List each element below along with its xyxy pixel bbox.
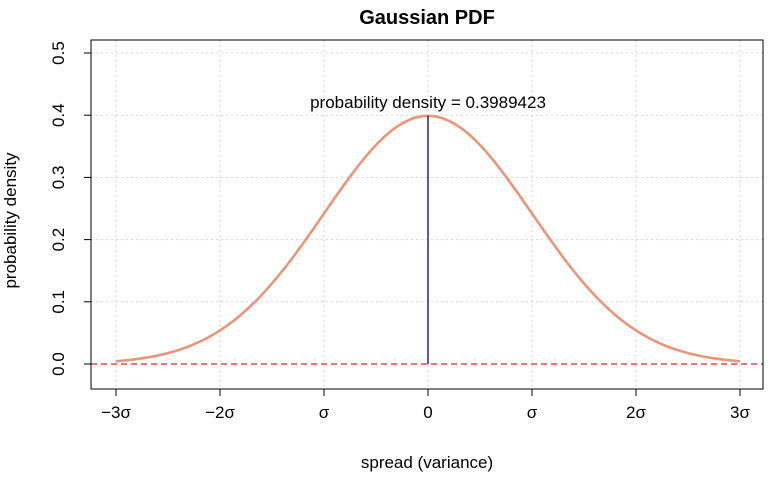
x-axis: −3σ −2σ σ 0 σ 2σ 3σ bbox=[101, 388, 750, 422]
y-tick-label: 0.2 bbox=[49, 228, 68, 252]
x-tick-label: 3σ bbox=[730, 403, 750, 422]
x-tick-label: 2σ bbox=[626, 403, 646, 422]
y-tick-label: 0.4 bbox=[49, 103, 68, 127]
peak-annotation-label: probability density = 0.3989423 bbox=[310, 93, 546, 112]
y-tick-label: 0.5 bbox=[49, 41, 68, 65]
chart-title: Gaussian PDF bbox=[359, 7, 495, 29]
x-tick-label: σ bbox=[319, 403, 330, 422]
x-axis-label: spread (variance) bbox=[361, 453, 493, 472]
x-tick-label: σ bbox=[527, 403, 538, 422]
y-tick-label: 0.3 bbox=[49, 166, 68, 190]
y-tick-label: 0.1 bbox=[49, 290, 68, 314]
y-axis: 0.0 0.1 0.2 0.3 0.4 0.5 bbox=[49, 41, 91, 376]
x-tick-label: 0 bbox=[423, 403, 432, 422]
x-tick-label: −3σ bbox=[101, 403, 131, 422]
y-tick-label: 0.0 bbox=[49, 352, 68, 376]
x-tick-label: −2σ bbox=[205, 403, 235, 422]
y-axis-label: probability density bbox=[1, 152, 20, 289]
